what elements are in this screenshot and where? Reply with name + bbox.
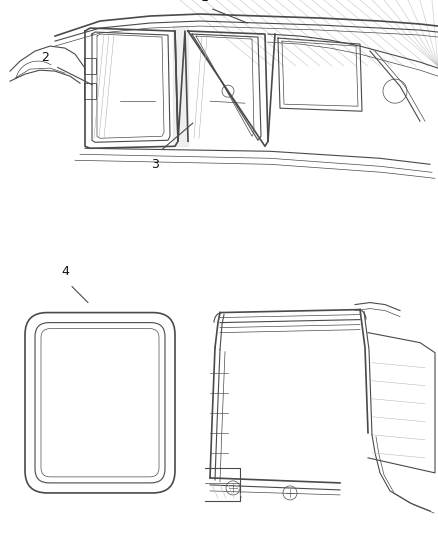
Bar	[84, 58, 96, 74]
Text: 4: 4	[61, 264, 69, 278]
Text: 1: 1	[201, 0, 209, 4]
Text: 2: 2	[41, 51, 49, 64]
Text: 3: 3	[151, 158, 159, 171]
Bar	[84, 83, 96, 99]
